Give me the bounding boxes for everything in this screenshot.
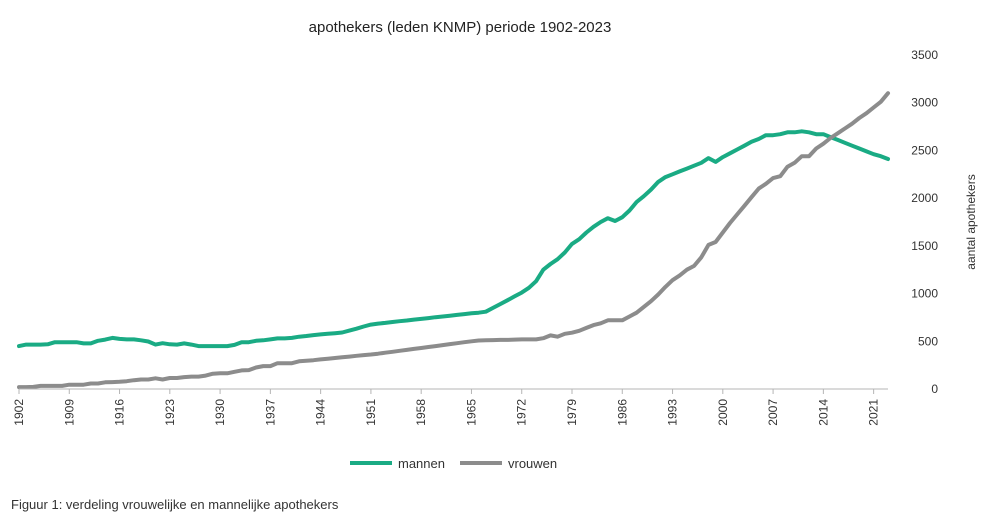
- x-tick-label: 1986: [615, 399, 629, 426]
- x-tick-label: 1972: [515, 399, 529, 426]
- x-tick-label: 1916: [113, 399, 127, 426]
- x-tick-label: 1909: [62, 399, 76, 426]
- plot-lines: [17, 91, 890, 390]
- x-axis-ticks: 1902 1909 1916 1923 1930 1937 1944 1951 1958 1965…: [12, 389, 881, 426]
- x-tick-label: 2007: [766, 399, 780, 426]
- x-tick-label: 1958: [414, 399, 428, 426]
- y-axis-label: aantal apothekers: [964, 174, 978, 269]
- x-tick-label: 1993: [666, 399, 680, 426]
- x-tick-label: 1930: [213, 399, 227, 426]
- x-tick-label: 1923: [163, 399, 177, 426]
- y-tick-label: 2500: [911, 143, 938, 157]
- x-tick-label: 2014: [816, 399, 830, 426]
- x-tick-label: 1951: [364, 399, 378, 426]
- y-tick-label: 500: [918, 334, 938, 348]
- legend-label-mannen: mannen: [398, 456, 445, 471]
- y-tick-label: 1000: [911, 287, 938, 301]
- legend: mannen vrouwen: [350, 456, 557, 471]
- x-tick-label: 2021: [867, 399, 881, 426]
- x-tick-label: 1965: [464, 399, 478, 426]
- x-tick-label: 1944: [314, 399, 328, 426]
- legend-label-vrouwen: vrouwen: [508, 456, 557, 471]
- x-tick-label: 2000: [716, 399, 730, 426]
- x-tick-label: 1902: [12, 399, 26, 426]
- x-tick-label: 1979: [565, 399, 579, 426]
- series-line-vrouwen: [17, 91, 890, 390]
- figure-caption: Figuur 1: verdeling vrouwelijke en manne…: [11, 497, 339, 512]
- y-tick-label: 3500: [911, 48, 938, 62]
- y-axis-ticks: 0 500 1000 1500 2000 2500 3000 3500: [911, 48, 938, 396]
- y-tick-label: 1500: [911, 239, 938, 253]
- series-line-mannen: [17, 129, 890, 349]
- x-tick-label: 1937: [263, 399, 277, 426]
- y-tick-label: 0: [931, 382, 938, 396]
- chart-title: apothekers (leden KNMP) periode 1902-202…: [309, 19, 612, 36]
- y-tick-label: 2000: [911, 191, 938, 205]
- y-tick-label: 3000: [911, 96, 938, 110]
